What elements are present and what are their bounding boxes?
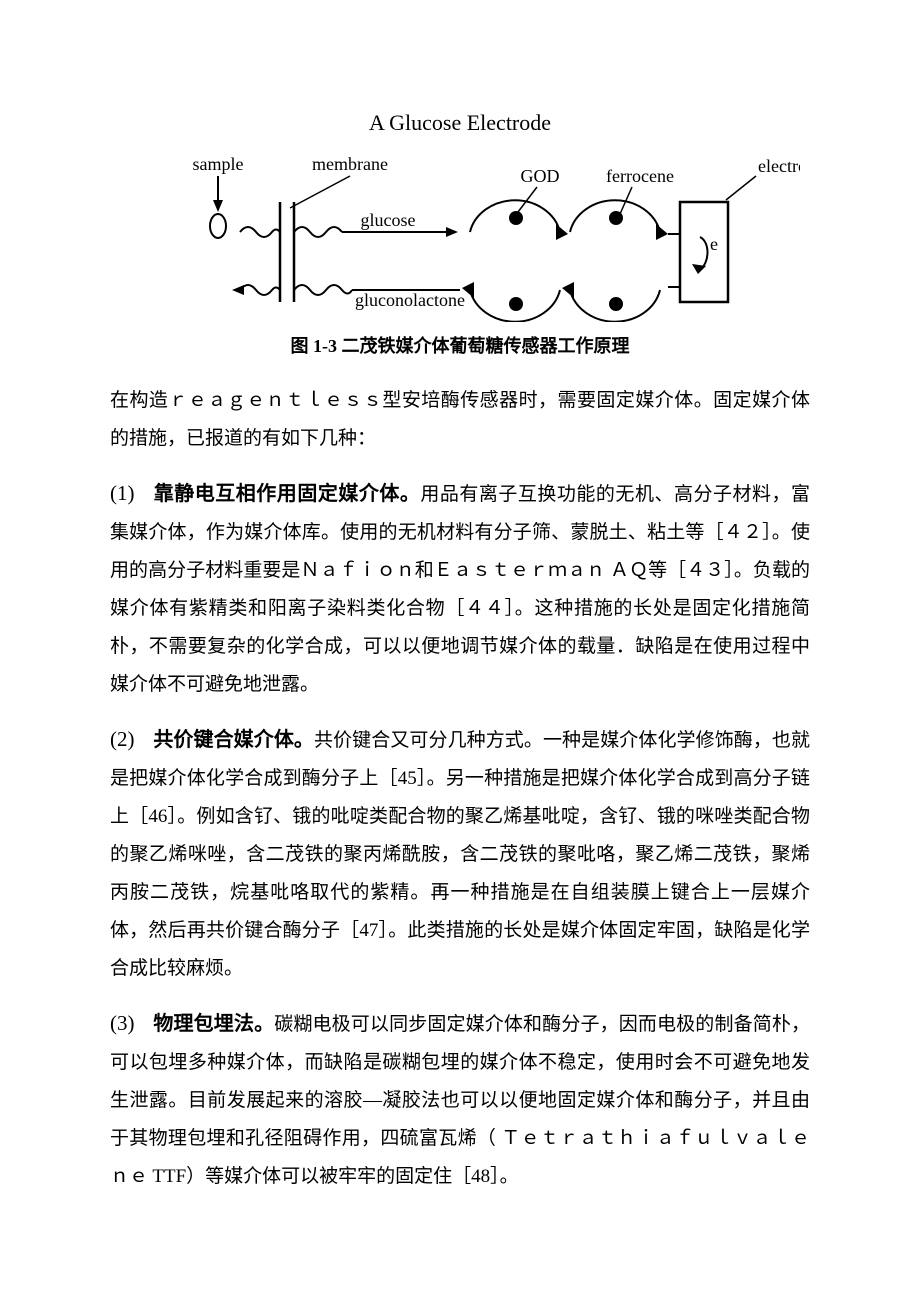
figure-top-title: A Glucose Electrode (110, 110, 810, 136)
electrode-diagram-svg: sample membrane glucose gluconolactone (120, 142, 800, 322)
electron-curve (700, 237, 708, 270)
squiggle-glucose-right (294, 227, 342, 237)
page-content: A Glucose Electrode sample membrane gluc… (0, 0, 920, 1290)
figure-block: A Glucose Electrode sample membrane gluc… (110, 110, 810, 358)
fc-cycle-bottom-arrow (562, 282, 574, 298)
arrow-sample-head (213, 200, 223, 212)
item-2-lead: 共价键合媒介体。 (153, 729, 314, 751)
item-1-rest: 用品有离子互换功能的无机、高分子材料，富集媒介体，作为媒介体库。使用的无机材料有… (110, 484, 810, 695)
squiggle-glucose-left (240, 227, 280, 237)
pointer-electrode (726, 176, 756, 200)
label-membrane: membrane (312, 154, 388, 174)
item-2-rest: 共价键合又可分几种方式。一种是媒介体化学修饰酶，也就是把媒介体化学合成到酶分子上… (110, 730, 810, 979)
label-god: GOD (521, 166, 560, 186)
fc-dot-bottom (609, 297, 623, 311)
fc-cycle-top-arrow (656, 224, 668, 240)
item-3-number: (3) (110, 1002, 135, 1044)
label-sample: sample (193, 154, 244, 174)
intro-paragraph: 在构造ｒｅａｇｅｎｔｌｅｓｓ型安培酶传感器时，需要固定媒介体。固定媒介体的措施，… (110, 382, 810, 458)
item-2-number: (2) (110, 718, 135, 760)
arrow-gluco-head (232, 285, 244, 295)
god-dot-top (509, 211, 523, 225)
sample-drop-icon (210, 214, 226, 238)
god-cycle-top-arrow (556, 224, 568, 240)
item-1-paragraph: (1) 靠静电互相作用固定媒介体。用品有离子互换功能的无机、高分子材料，富集媒介… (110, 472, 810, 704)
item-1-number: (1) (110, 472, 135, 514)
item-1-lead: 靠静电互相作用固定媒介体。 (154, 483, 421, 505)
label-e: e (710, 234, 718, 254)
god-dot-bottom (509, 297, 523, 311)
label-ferrocene: ferrocene (606, 166, 674, 186)
item-3-rest: 碳糊电极可以同步固定媒介体和酶分子，因而电极的制备简朴，可以包埋多种媒介体，而缺… (110, 1014, 810, 1187)
label-electrode: electrode (758, 156, 800, 176)
figure-caption: 图 1-3 二茂铁媒介体葡萄糖传感器工作原理 (110, 332, 810, 358)
item-2-paragraph: (2) 共价键合媒介体。共价键合又可分几种方式。一种是媒介体化学修饰酶，也就是把… (110, 718, 810, 988)
squiggle-gluco-left (240, 285, 280, 295)
pointer-god (518, 187, 537, 212)
label-gluconolactone: gluconolactone (355, 290, 465, 310)
pointer-membrane (290, 176, 350, 208)
arrow-glucose-head (446, 227, 458, 237)
item-3-lead: 物理包埋法。 (153, 1013, 274, 1035)
electrode-rect (680, 202, 728, 302)
label-glucose: glucose (361, 210, 416, 230)
fc-dot-top (609, 211, 623, 225)
item-3-paragraph: (3) 物理包埋法。碳糊电极可以同步固定媒介体和酶分子，因而电极的制备简朴，可以… (110, 1002, 810, 1196)
squiggle-gluco-right (294, 285, 352, 295)
